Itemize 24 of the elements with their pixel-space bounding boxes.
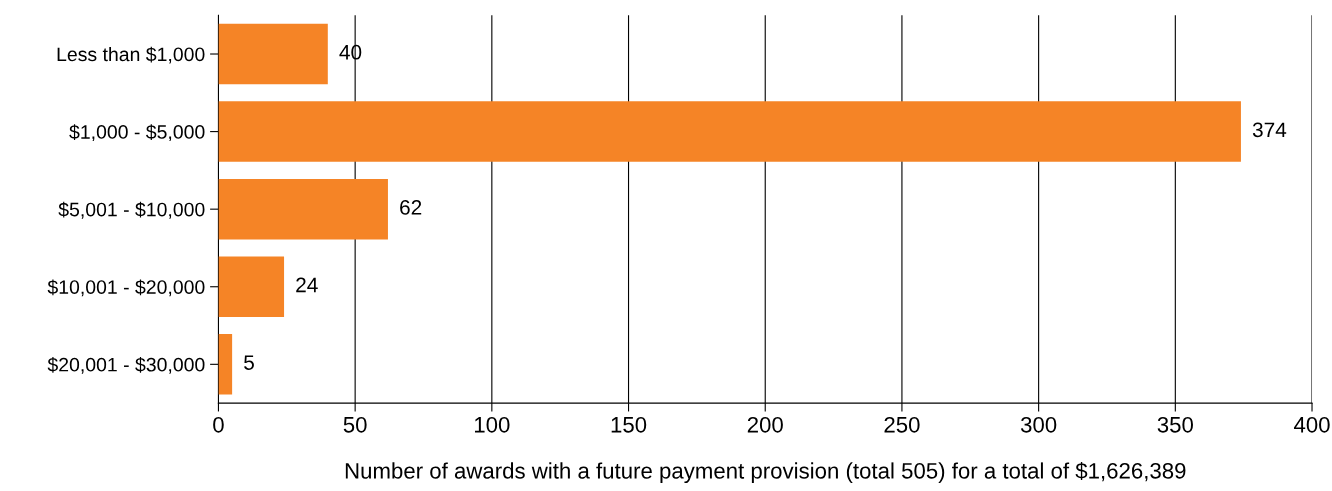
bar [218, 178, 388, 240]
x-axis-title: Number of awards with a future payment provision (total 505) for a total of $1,626,389 [345, 462, 1186, 484]
y-tick-label: $1,000 - $5,000 [69, 124, 205, 142]
data-label: 62 [400, 200, 422, 215]
y-tick-label: $5,001 - $10,000 [58, 201, 205, 219]
x-tick-label: 350 [1157, 416, 1193, 433]
bar [218, 23, 328, 85]
x-tick-label: 400 [1293, 416, 1330, 433]
x-tick-label: 50 [343, 416, 367, 433]
x-tick-label: 200 [747, 416, 783, 433]
y-tick-label: Less than $1,000 [57, 46, 205, 64]
x-tick-label: 100 [475, 416, 510, 433]
data-label: 24 [296, 277, 318, 293]
data-label: 5 [244, 355, 254, 370]
y-tick-label: $10,001 - $20,000 [47, 279, 205, 297]
data-label: 374 [1252, 122, 1287, 138]
x-tick-label: 250 [884, 416, 920, 433]
bar [218, 256, 285, 317]
x-tick-label: 0 [213, 416, 224, 433]
x-tick-label: 300 [1020, 416, 1057, 433]
bar [218, 334, 233, 395]
y-tick-label: $20,001 - $30,000 [47, 356, 205, 374]
x-tick-label: 150 [611, 416, 647, 433]
bar [218, 101, 1241, 162]
